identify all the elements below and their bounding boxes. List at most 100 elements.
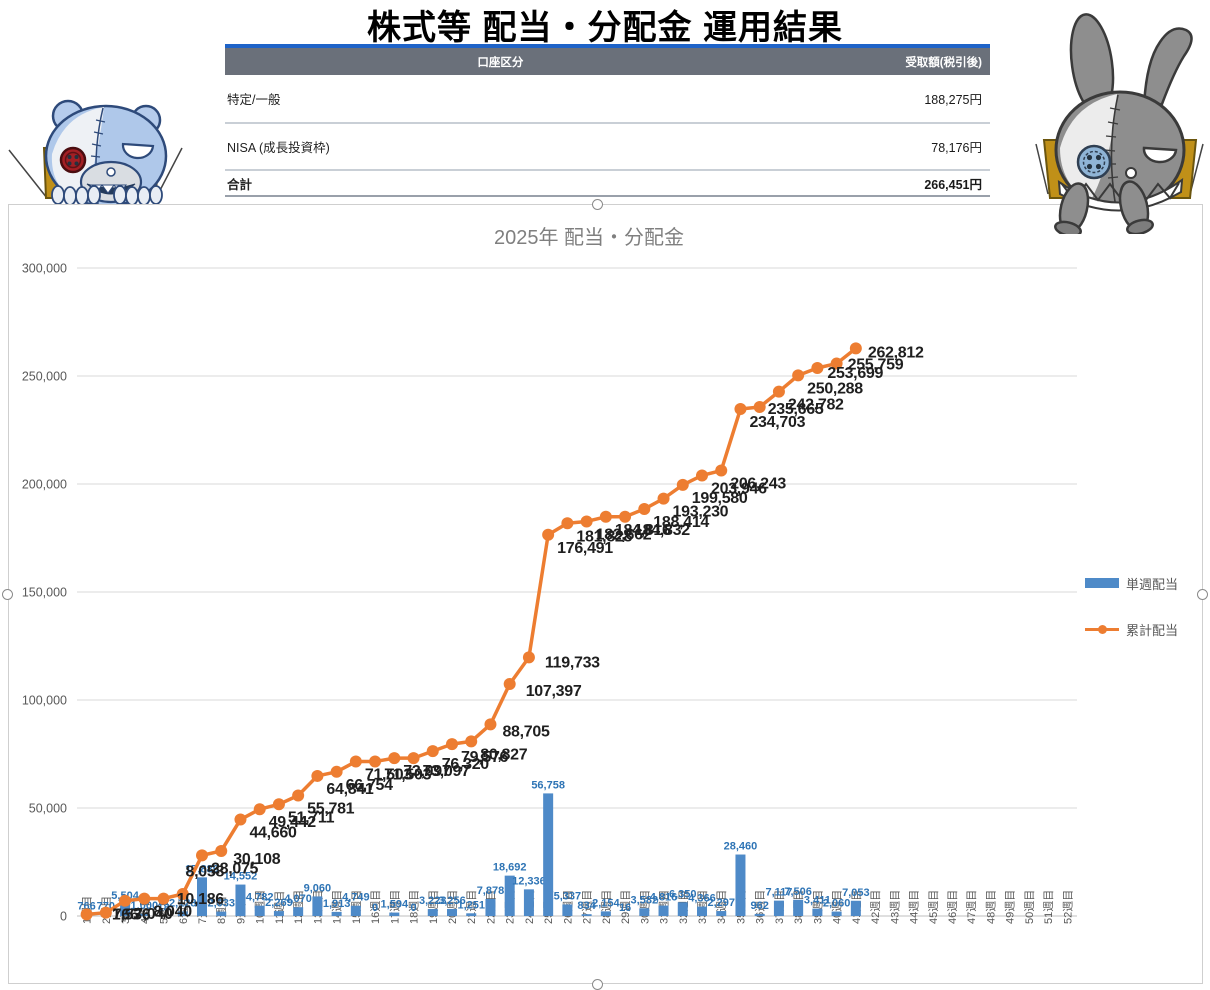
data-point-week-33[interactable]: [696, 469, 708, 482]
y-axis-tick-label: 300,000: [22, 262, 67, 276]
bar-week-13[interactable]: [312, 896, 323, 916]
data-point-week-27[interactable]: [580, 515, 593, 528]
data-point-week-38[interactable]: [792, 369, 805, 382]
data-point-week-37[interactable]: [772, 385, 785, 398]
cumulative-value-label: 1,536: [112, 907, 151, 924]
data-point-week-2[interactable]: [99, 906, 112, 919]
bar-week-20[interactable]: [447, 908, 457, 916]
bar-week-37[interactable]: [773, 900, 784, 916]
selection-handle-left[interactable]: [2, 589, 13, 600]
data-point-week-17[interactable]: [388, 752, 401, 765]
bar-week-4[interactable]: [139, 913, 150, 916]
bar-week-19[interactable]: [427, 909, 438, 916]
account-type-cell: 特定/一般: [227, 93, 281, 107]
data-point-week-40[interactable]: [830, 357, 843, 370]
data-point-week-26[interactable]: [561, 517, 574, 530]
chart-panel[interactable]: 0 50,000 100,000 150,000 200,000 250,000 300,0…: [8, 204, 1203, 984]
bar-week-9[interactable]: [235, 884, 246, 916]
bar-week-12[interactable]: [293, 907, 304, 916]
bar-week-22[interactable]: [485, 898, 496, 916]
data-point-week-41[interactable]: [849, 342, 862, 355]
bar-value-label: 7,053: [842, 887, 870, 899]
legend-item-cumulative[interactable]: 累計配当: [1085, 619, 1178, 639]
bar-week-40[interactable]: [831, 911, 842, 916]
data-point-week-34[interactable]: [715, 464, 728, 477]
bar-week-14[interactable]: [331, 911, 342, 916]
data-point-week-23[interactable]: [503, 678, 516, 691]
data-point-week-39[interactable]: [811, 362, 824, 375]
selection-handle-right[interactable]: [1197, 589, 1208, 600]
bar-week-8[interactable]: [216, 911, 227, 916]
bar-week-26[interactable]: [562, 904, 573, 916]
bar-week-24[interactable]: [523, 889, 534, 916]
bar-week-36[interactable]: [754, 913, 765, 916]
legend-label: 単週配当: [1126, 576, 1179, 592]
data-point-week-31[interactable]: [657, 492, 670, 505]
data-point-week-18[interactable]: [407, 752, 420, 765]
bar-value-label: 9,060: [304, 882, 332, 894]
data-point-week-6[interactable]: [176, 887, 189, 900]
data-point-week-32[interactable]: [676, 478, 689, 491]
bar-week-11[interactable]: [273, 911, 284, 916]
cumulative-value-label: 73,097: [423, 763, 471, 780]
bar-week-41[interactable]: [850, 900, 861, 916]
data-point-week-10[interactable]: [253, 803, 266, 816]
bar-week-17[interactable]: [389, 912, 400, 916]
data-point-week-3[interactable]: [119, 894, 132, 907]
selection-handle-bottom[interactable]: [592, 979, 603, 990]
data-point-week-19[interactable]: [426, 745, 439, 758]
data-point-week-1[interactable]: [80, 908, 93, 921]
bar-week-3[interactable]: [120, 904, 131, 916]
data-point-week-35[interactable]: [734, 403, 747, 416]
bar-week-38[interactable]: [793, 899, 804, 916]
legend-item-weekly[interactable]: 単週配当: [1085, 573, 1178, 593]
bar-week-6[interactable]: [177, 911, 188, 916]
data-point-week-11[interactable]: [272, 798, 285, 811]
data-point-week-20[interactable]: [446, 738, 458, 751]
bar-week-21[interactable]: [466, 913, 477, 916]
bar-week-31[interactable]: [658, 905, 669, 916]
bar-week-15[interactable]: [350, 905, 361, 916]
bar-week-33[interactable]: [697, 906, 707, 916]
bar-week-32[interactable]: [677, 902, 688, 916]
bar-week-34[interactable]: [716, 911, 727, 916]
data-point-week-15[interactable]: [349, 755, 362, 768]
data-point-week-5[interactable]: [157, 892, 170, 905]
bar-week-28[interactable]: [600, 911, 611, 916]
bar-week-10[interactable]: [254, 905, 265, 916]
cumulative-value-label: 203,946: [711, 480, 767, 497]
data-point-week-29[interactable]: [619, 510, 632, 523]
data-point-week-24[interactable]: [522, 651, 535, 664]
cumulative-line[interactable]: [86, 346, 857, 917]
bar-value-label: 14,552: [224, 871, 258, 883]
combo-chart[interactable]: 0 50,000 100,000 150,000 200,000 250,000 300,0…: [9, 205, 1202, 983]
data-point-week-13[interactable]: [311, 769, 324, 782]
bar-week-30[interactable]: [639, 908, 650, 916]
cumulative-value-label: 10,186: [177, 891, 225, 908]
data-point-week-14[interactable]: [330, 765, 343, 778]
data-point-week-21[interactable]: [465, 735, 478, 748]
selection-handle-top[interactable]: [592, 199, 603, 210]
data-point-week-12[interactable]: [292, 789, 305, 802]
bar-week-27[interactable]: [581, 914, 592, 916]
bar-week-39[interactable]: [812, 908, 823, 916]
bar-value-label: 1,913: [323, 898, 351, 910]
cumulative-value-label: 262,812: [868, 344, 924, 361]
data-point-week-30[interactable]: [638, 503, 651, 516]
data-point-week-25[interactable]: [542, 528, 555, 541]
bar-week-35[interactable]: [735, 854, 746, 916]
data-point-week-36[interactable]: [753, 400, 766, 413]
data-point-week-28[interactable]: [599, 510, 612, 523]
data-point-week-4[interactable]: [138, 892, 151, 905]
column-header-account: 口座区分: [477, 56, 524, 69]
cumulative-value-label: 234,703: [749, 414, 805, 431]
bar-week-23[interactable]: [504, 875, 515, 916]
data-point-week-9[interactable]: [234, 813, 247, 826]
bar-week-7[interactable]: [197, 877, 207, 916]
data-point-week-7[interactable]: [196, 849, 208, 862]
data-point-week-22[interactable]: [484, 718, 497, 731]
bar-value-label: 2,033: [207, 898, 235, 910]
data-point-week-16[interactable]: [369, 755, 382, 768]
bar-week-25[interactable]: [543, 793, 554, 916]
data-point-week-8[interactable]: [215, 844, 228, 857]
